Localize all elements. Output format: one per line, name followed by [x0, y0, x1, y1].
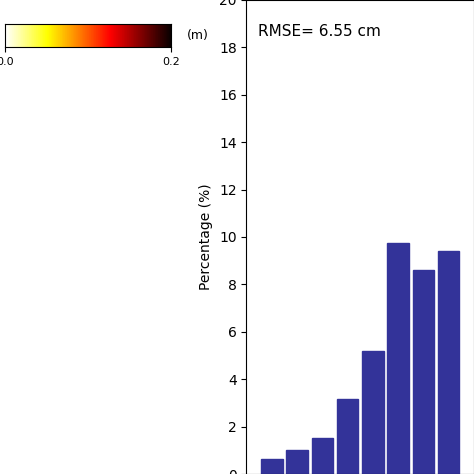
Bar: [337, 399, 358, 474]
Bar: [413, 270, 434, 474]
Bar: [362, 351, 383, 474]
Bar: [311, 438, 333, 474]
Bar: [387, 243, 409, 474]
Bar: [438, 251, 459, 474]
Y-axis label: Percentage (%): Percentage (%): [200, 184, 213, 290]
Text: (m): (m): [187, 29, 209, 42]
Bar: [286, 450, 308, 474]
Bar: [261, 459, 283, 474]
Text: RMSE= 6.55 cm: RMSE= 6.55 cm: [258, 24, 381, 39]
